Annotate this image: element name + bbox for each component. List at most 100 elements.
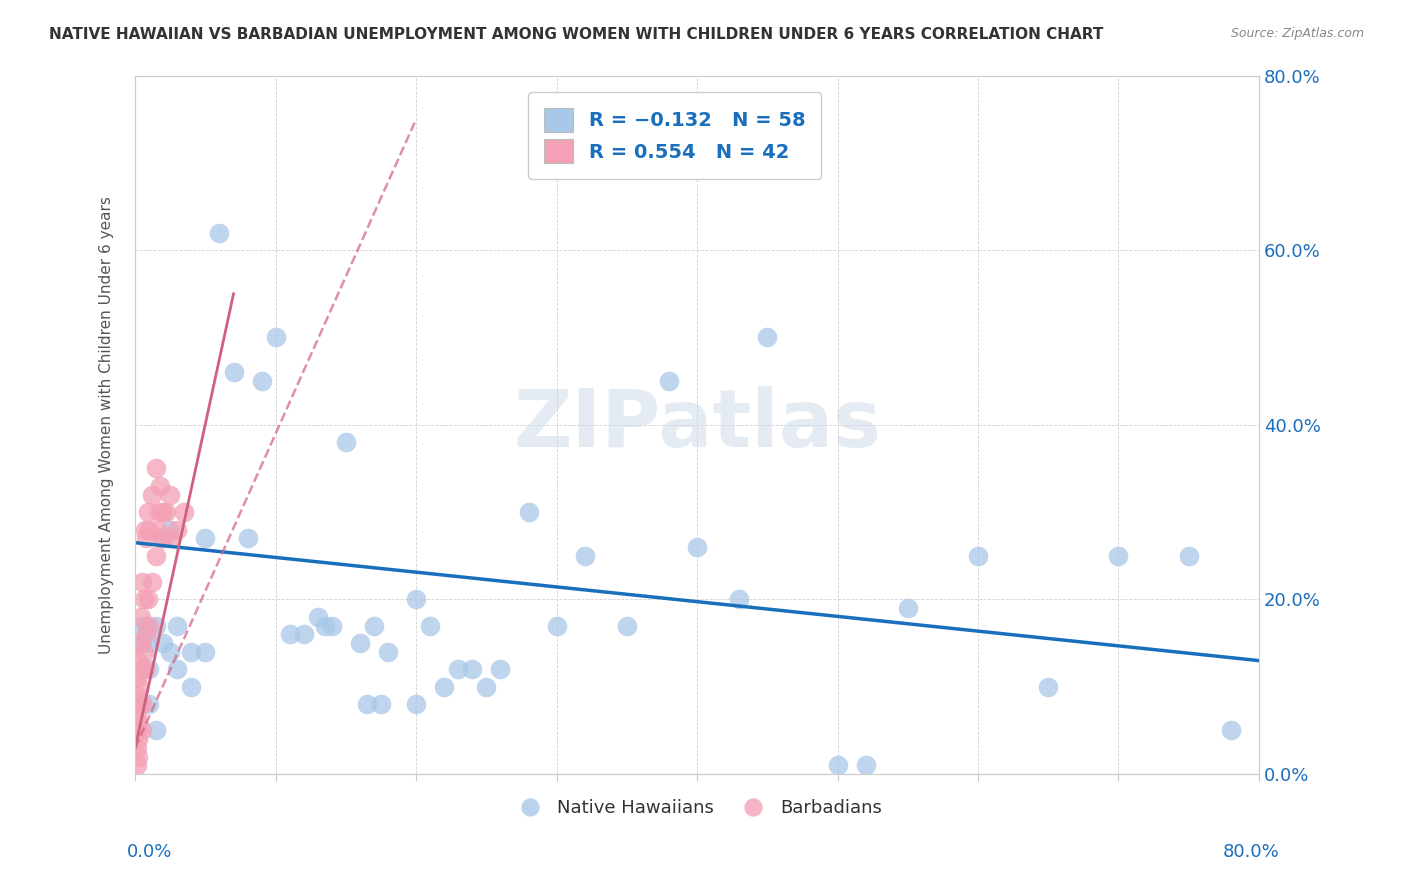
Point xyxy=(127,749,149,764)
Point xyxy=(134,662,156,676)
Point xyxy=(756,330,779,344)
Point xyxy=(236,532,259,546)
Point xyxy=(264,330,287,344)
Point xyxy=(132,645,155,659)
Point xyxy=(292,627,315,641)
Text: NATIVE HAWAIIAN VS BARBADIAN UNEMPLOYMENT AMONG WOMEN WITH CHILDREN UNDER 6 YEAR: NATIVE HAWAIIAN VS BARBADIAN UNEMPLOYMEN… xyxy=(49,27,1104,42)
Point xyxy=(131,723,153,738)
Point xyxy=(152,532,174,546)
Point xyxy=(616,618,638,632)
Point xyxy=(897,601,920,615)
Point xyxy=(159,645,181,659)
Point xyxy=(136,592,159,607)
Point xyxy=(194,532,217,546)
Point xyxy=(125,723,148,738)
Point xyxy=(658,374,681,388)
Point xyxy=(447,662,470,676)
Point xyxy=(194,645,217,659)
Point xyxy=(138,523,160,537)
Point xyxy=(149,479,172,493)
Point xyxy=(138,662,160,676)
Point xyxy=(1177,549,1199,563)
Point xyxy=(489,662,512,676)
Point xyxy=(166,662,188,676)
Point xyxy=(363,618,385,632)
Point xyxy=(141,488,163,502)
Point xyxy=(250,374,273,388)
Point xyxy=(173,505,195,519)
Text: 80.0%: 80.0% xyxy=(1223,843,1279,861)
Point xyxy=(335,435,357,450)
Point xyxy=(128,636,150,650)
Point xyxy=(129,662,152,676)
Point xyxy=(1219,723,1241,738)
Point xyxy=(314,618,336,632)
Point xyxy=(370,698,392,712)
Text: Source: ZipAtlas.com: Source: ZipAtlas.com xyxy=(1230,27,1364,40)
Point xyxy=(377,645,399,659)
Point xyxy=(141,574,163,589)
Point xyxy=(180,645,202,659)
Point xyxy=(127,732,149,747)
Point xyxy=(129,610,152,624)
Point xyxy=(686,540,709,554)
Point xyxy=(433,680,456,694)
Point xyxy=(405,592,427,607)
Point xyxy=(827,758,849,772)
Point xyxy=(138,636,160,650)
Point xyxy=(127,714,149,729)
Point xyxy=(152,636,174,650)
Point xyxy=(125,689,148,703)
Point xyxy=(159,532,181,546)
Legend: Native Hawaiians, Barbadians: Native Hawaiians, Barbadians xyxy=(505,792,890,824)
Point xyxy=(517,505,540,519)
Point xyxy=(180,680,202,694)
Point xyxy=(574,549,596,563)
Point xyxy=(136,505,159,519)
Point xyxy=(146,523,169,537)
Point xyxy=(222,366,245,380)
Point xyxy=(349,636,371,650)
Point xyxy=(131,636,153,650)
Point xyxy=(148,505,170,519)
Point xyxy=(155,505,177,519)
Point xyxy=(150,532,173,546)
Point xyxy=(135,532,157,546)
Point xyxy=(134,523,156,537)
Point xyxy=(131,698,153,712)
Point xyxy=(356,698,378,712)
Point xyxy=(1038,680,1060,694)
Point xyxy=(127,654,149,668)
Point xyxy=(125,671,148,685)
Point xyxy=(128,680,150,694)
Point xyxy=(208,226,231,240)
Point xyxy=(128,698,150,712)
Point xyxy=(145,461,167,475)
Point xyxy=(546,618,568,632)
Point xyxy=(152,505,174,519)
Point xyxy=(967,549,990,563)
Point xyxy=(125,740,148,755)
Point xyxy=(125,758,148,772)
Point xyxy=(138,698,160,712)
Point xyxy=(135,627,157,641)
Point xyxy=(307,610,329,624)
Point xyxy=(145,549,167,563)
Point xyxy=(132,592,155,607)
Point xyxy=(278,627,301,641)
Text: ZIPatlas: ZIPatlas xyxy=(513,386,882,464)
Y-axis label: Unemployment Among Women with Children Under 6 years: Unemployment Among Women with Children U… xyxy=(100,196,114,654)
Point xyxy=(855,758,877,772)
Point xyxy=(138,618,160,632)
Point xyxy=(131,574,153,589)
Point xyxy=(405,698,427,712)
Point xyxy=(159,523,181,537)
Point xyxy=(131,618,153,632)
Point xyxy=(166,618,188,632)
Point xyxy=(475,680,498,694)
Point xyxy=(461,662,484,676)
Point xyxy=(728,592,751,607)
Point xyxy=(145,723,167,738)
Point xyxy=(1108,549,1130,563)
Point xyxy=(166,523,188,537)
